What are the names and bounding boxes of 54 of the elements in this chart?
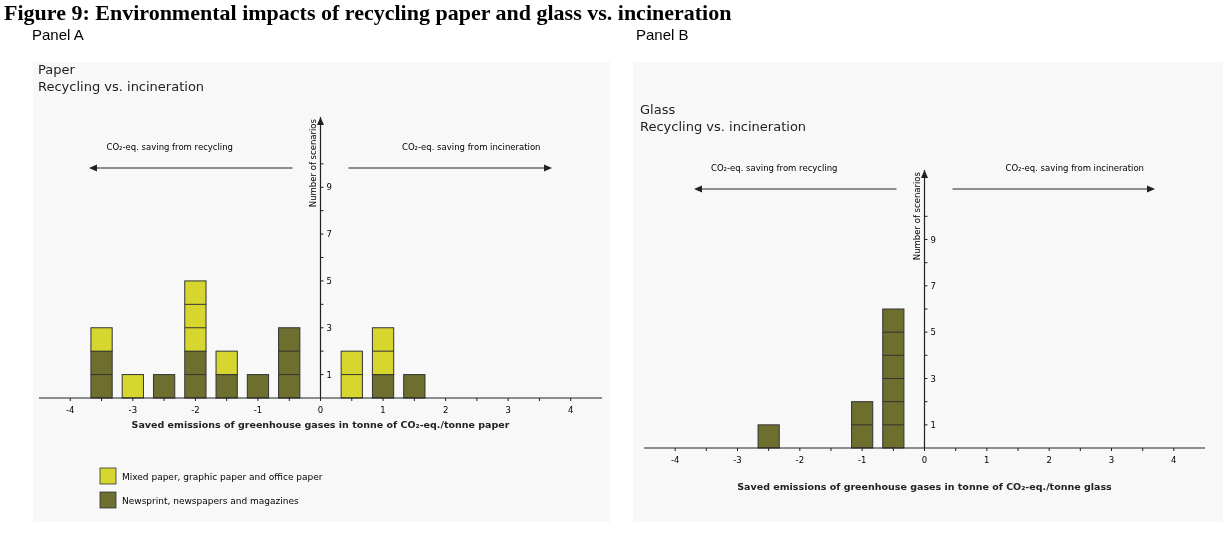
bar xyxy=(882,308,905,449)
y-tick-label: 3 xyxy=(930,373,936,384)
y-tick-label: 5 xyxy=(930,327,936,338)
x-tick-label: 2 xyxy=(1046,455,1052,465)
x-tick-label: -2 xyxy=(795,455,805,465)
y-tick-label: 5 xyxy=(326,275,332,286)
chart-title: Paper xyxy=(38,62,76,77)
x-tick-label: -1 xyxy=(253,405,263,415)
legend-label: Newsprint, newspapers and magazines xyxy=(122,495,299,506)
x-tick-label: 2 xyxy=(442,405,449,415)
x-tick-label: 3 xyxy=(505,405,511,415)
y-tick-label: 1 xyxy=(930,419,936,430)
x-tick-label: -1 xyxy=(857,455,867,465)
x-tick-label: 0 xyxy=(317,405,324,415)
chart-subtitle: Recycling vs. incineration xyxy=(640,119,807,134)
x-axis-title: Saved emissions of greenhouse gases in tonne of CO₂-eq./tonne paper xyxy=(131,419,510,430)
x-tick-label: -4 xyxy=(670,455,680,465)
x-tick-label: 4 xyxy=(1171,455,1177,465)
chart-title: Glass xyxy=(640,102,676,117)
annotation: CO₂-eq. saving from incineration xyxy=(1005,163,1145,173)
annotation: CO₂-eq. saving from recycling xyxy=(710,163,838,173)
y-tick-label: 3 xyxy=(326,322,332,333)
bar xyxy=(152,374,176,399)
x-tick-label: -2 xyxy=(191,405,200,415)
y-tick-label: 1 xyxy=(326,369,332,380)
bar xyxy=(757,424,780,449)
annotation: CO₂-eq. saving from incineration xyxy=(401,142,541,152)
bar xyxy=(403,374,426,399)
y-tick-label: 7 xyxy=(326,229,332,240)
y-tick-label: 9 xyxy=(930,234,936,245)
x-tick-label: 4 xyxy=(568,405,574,415)
x-tick-label: -4 xyxy=(66,405,75,415)
x-tick-label: 3 xyxy=(1108,455,1115,465)
x-tick-label: -3 xyxy=(128,405,138,415)
x-tick-label: 0 xyxy=(921,455,928,465)
x-tick-label: -3 xyxy=(733,455,742,465)
text: Panel B xyxy=(636,26,689,43)
bar xyxy=(851,401,874,449)
y-axis-title: Number of scenarios xyxy=(911,171,922,261)
y-tick-label: 7 xyxy=(930,280,936,291)
text: Panel A xyxy=(32,26,84,43)
caption: Figure 9: Environmental impacts of recycling paper and glass vs. incineration xyxy=(4,0,732,25)
bar xyxy=(121,374,144,399)
y-tick-label: 9 xyxy=(326,182,332,193)
x-tick-label: 1 xyxy=(984,455,990,465)
x-axis-title: Saved emissions of greenhouse gases in tonne of CO₂-eq./tonne glass xyxy=(737,481,1113,492)
legend-label: Mixed paper, graphic paper and office paper xyxy=(122,471,323,482)
x-tick-label: 1 xyxy=(380,405,386,415)
annotation: CO₂-eq. saving from recycling xyxy=(106,142,234,152)
chart-subtitle: Recycling vs. incineration xyxy=(38,79,205,94)
bar xyxy=(278,327,301,399)
bar xyxy=(246,374,270,399)
y-axis-title: Number of scenarios xyxy=(307,118,318,208)
bar xyxy=(340,350,363,399)
